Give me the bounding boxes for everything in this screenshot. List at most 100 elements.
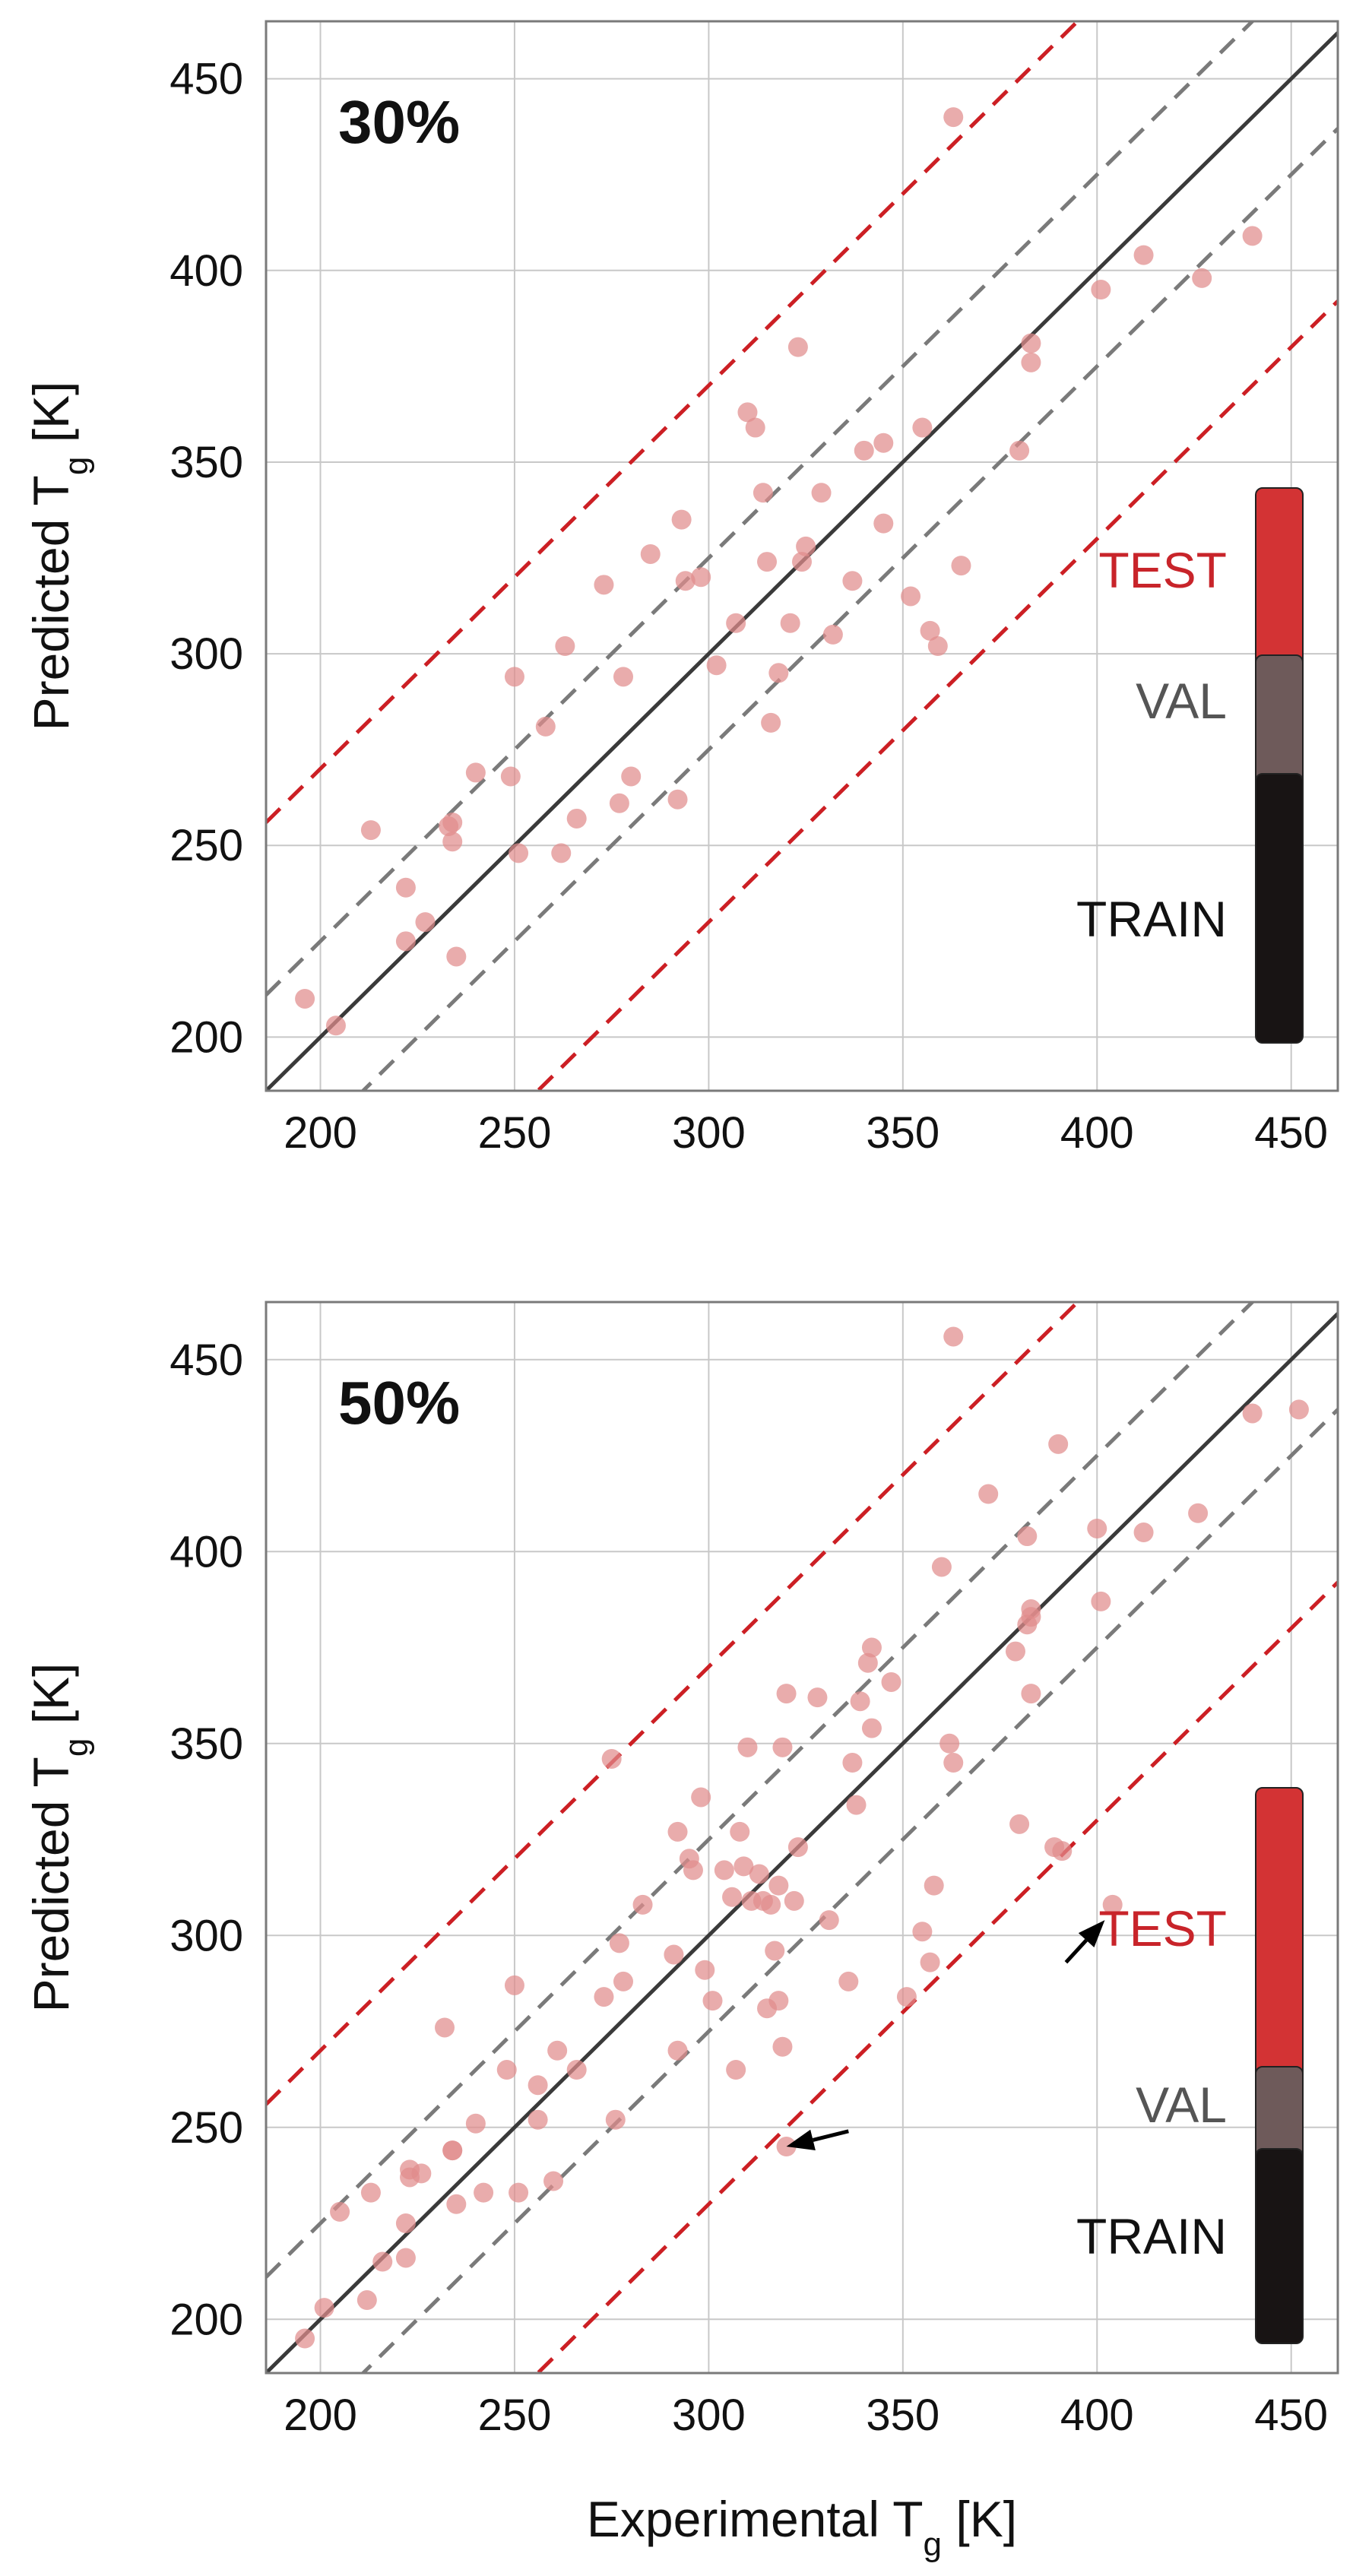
data-point	[314, 2298, 334, 2318]
data-point	[811, 483, 832, 503]
data-point	[395, 2248, 416, 2268]
data-point	[734, 1856, 754, 1877]
data-point	[873, 513, 894, 534]
data-point	[605, 2109, 626, 2130]
data-point	[609, 793, 629, 813]
data-point	[1005, 1641, 1025, 1662]
data-point	[943, 1326, 964, 1347]
data-point	[842, 571, 863, 591]
data-point	[920, 1952, 940, 1972]
data-point	[1048, 1434, 1069, 1454]
data-point	[753, 483, 773, 503]
upper-outer-bound-line	[266, 1302, 1081, 2106]
data-point	[761, 1894, 781, 1915]
data-point	[861, 1718, 882, 1738]
data-point	[442, 832, 463, 852]
data-point	[551, 843, 572, 863]
y-tick-label: 400	[170, 246, 243, 296]
annotation-arrow-shaft	[812, 2129, 849, 2142]
data-point	[737, 402, 758, 423]
x-tick-label: 450	[1254, 2391, 1328, 2440]
data-point	[330, 2201, 350, 2222]
legend-bar-train	[1255, 773, 1304, 1044]
legend-label-train: TRAIN	[1076, 2208, 1227, 2264]
x-tick-label: 250	[478, 1108, 552, 1158]
legend-bar-val	[1255, 654, 1304, 788]
data-point	[846, 1795, 867, 1815]
x-tick-label: 200	[284, 2391, 357, 2440]
data-point	[1021, 1599, 1041, 1620]
data-point	[356, 2290, 377, 2311]
x-tick-label: 300	[672, 2391, 746, 2440]
y-tick-label: 200	[170, 1012, 243, 1062]
data-point	[822, 624, 843, 645]
data-point	[372, 2251, 393, 2272]
x-tick-label: 400	[1060, 2391, 1134, 2440]
data-point	[395, 2213, 416, 2234]
data-point	[504, 667, 524, 687]
data-point	[1021, 352, 1041, 372]
data-point	[509, 2182, 529, 2203]
data-point	[912, 417, 933, 438]
data-point	[745, 417, 765, 438]
data-point	[939, 1733, 960, 1754]
data-point	[695, 1960, 715, 1980]
data-point	[761, 712, 781, 733]
data-point	[613, 667, 633, 687]
x-tick-label: 350	[866, 1108, 939, 1158]
data-point	[691, 567, 711, 588]
y-tick-label: 200	[170, 2295, 243, 2344]
y-axis-label: Predicted Tg [K]	[23, 382, 95, 731]
data-point	[360, 820, 381, 841]
data-point	[535, 716, 556, 737]
x-tick-label: 400	[1060, 1108, 1134, 1158]
reference-lines	[266, 1302, 1338, 2373]
data-point	[1021, 333, 1041, 353]
data-point	[730, 1821, 750, 1842]
annotation-arrow-head	[1078, 1920, 1105, 1948]
panel-50-percent: 200 250 300 350 400 450 200 250 300 350 400 450 50% T…	[23, 1301, 1339, 2563]
data-point	[667, 789, 688, 810]
data-point	[943, 107, 964, 128]
data-point	[435, 2017, 455, 2038]
legend-label-val: VAL	[1136, 2077, 1227, 2133]
data-point	[295, 2328, 315, 2349]
data-point	[1091, 280, 1111, 300]
data-point	[1133, 245, 1154, 265]
annotation-arrow-head	[786, 2129, 816, 2150]
data-point	[613, 1971, 633, 1991]
data-point	[395, 877, 416, 898]
data-point	[683, 1860, 703, 1881]
data-point	[496, 2060, 517, 2080]
legend-label-test: TEST	[1098, 542, 1227, 598]
legend-label-test: TEST	[1098, 1900, 1227, 1957]
y-tick-label: 450	[170, 1336, 243, 1385]
panel-label: 30%	[338, 88, 460, 156]
data-point	[857, 1652, 878, 1673]
data-point	[632, 1894, 653, 1915]
y-axis-label: Predicted Tg [K]	[23, 1663, 95, 2013]
data-point	[1052, 1841, 1073, 1862]
data-point	[360, 2182, 381, 2203]
data-point	[594, 1987, 614, 2007]
data-point	[881, 1671, 901, 1692]
y-tick-label: 250	[170, 821, 243, 870]
data-point	[838, 1971, 859, 1991]
data-point	[1133, 1522, 1154, 1543]
data-point	[901, 586, 921, 607]
plot-frame	[265, 1301, 1339, 2375]
data-point	[509, 843, 529, 863]
data-point	[566, 808, 587, 829]
data-point	[640, 543, 661, 564]
data-point	[920, 620, 940, 641]
lower-outer-bound-line	[535, 1580, 1338, 2373]
legend-bar-train	[1255, 2148, 1304, 2344]
data-point	[1192, 268, 1212, 288]
data-point	[675, 571, 696, 591]
data-point	[1017, 1526, 1038, 1547]
y-tick-label: 450	[170, 55, 243, 104]
data-point	[667, 1821, 688, 1842]
plot-frame	[265, 20, 1339, 1092]
data-point	[873, 433, 894, 453]
data-point	[442, 812, 463, 832]
